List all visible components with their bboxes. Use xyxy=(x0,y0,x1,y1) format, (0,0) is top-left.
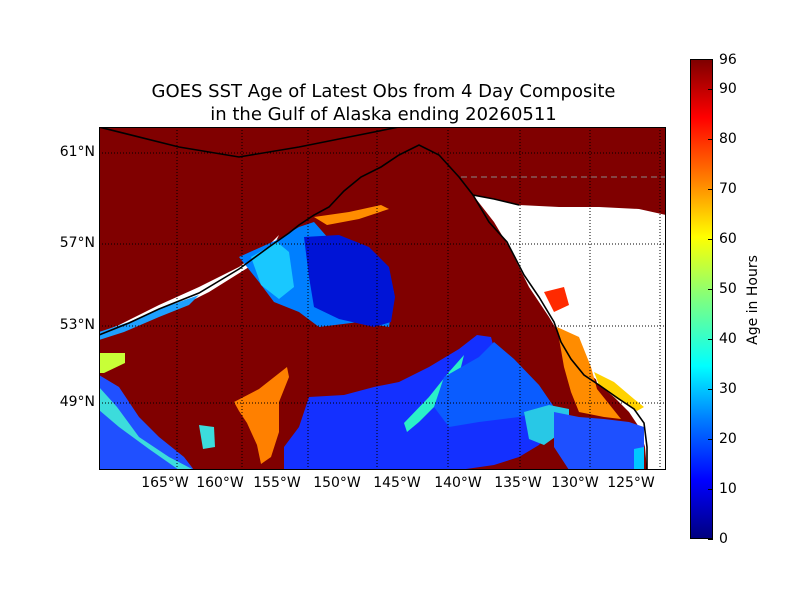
swath-sw-yellow xyxy=(99,353,125,373)
coastlines xyxy=(99,127,648,470)
swath-bc-red xyxy=(544,287,569,312)
swath-cook-orange xyxy=(314,205,389,225)
colorbar-tick-label: 60 xyxy=(719,231,737,247)
colorbar-tick-mark xyxy=(708,489,713,490)
colorbar-tick-mark xyxy=(708,139,713,140)
colorbar-label: Age in Hours xyxy=(745,255,761,345)
lat-label-61n: 61°N xyxy=(59,144,95,160)
colorbar-tick-mark xyxy=(708,189,713,190)
colorbar-tick-label: 40 xyxy=(719,331,737,347)
swath-teal-160w xyxy=(199,425,215,449)
swath-kodiak-cyan xyxy=(251,242,294,299)
colorbar-tick-mark xyxy=(708,89,713,90)
lon-label-140w: 140°W xyxy=(434,475,482,491)
colorbar-tick-label: 96 xyxy=(719,52,737,68)
lon-label-125w: 125°W xyxy=(607,475,655,491)
lon-label-130w: 130°W xyxy=(551,475,599,491)
colorbar-tick-mark xyxy=(708,389,713,390)
colorbar-tick-label: 10 xyxy=(719,481,737,497)
lon-label-160w: 160°W xyxy=(196,475,244,491)
lat-label-53n: 53°N xyxy=(59,317,95,333)
colorbar-tick-label: 80 xyxy=(719,131,737,147)
chart-subtitle: in the Gulf of Alaska ending 20260511 xyxy=(210,104,557,125)
lat-label-49n: 49°N xyxy=(59,394,95,410)
colorbar-tick-mark xyxy=(708,339,713,340)
swath-south-blue-mid xyxy=(434,342,554,427)
colorbar xyxy=(690,59,713,539)
land-ak-peninsula xyxy=(99,235,279,339)
lat-label-57n: 57°N xyxy=(59,235,95,251)
lon-label-145w: 145°W xyxy=(373,475,421,491)
colorbar-tick-mark xyxy=(708,539,713,540)
swath-peninsula-strip xyxy=(99,295,199,340)
swath-bc-yellow xyxy=(594,372,644,411)
colorbar-tick-mark xyxy=(708,439,713,440)
lon-label-155w: 155°W xyxy=(253,475,301,491)
gridlines xyxy=(99,127,666,470)
colorbar-tick-label: 0 xyxy=(719,531,728,547)
map-frame xyxy=(99,127,666,470)
swath-se-cyan xyxy=(634,447,644,470)
colorbar-tick-mark xyxy=(708,289,713,290)
swath-bc-orange xyxy=(557,327,621,419)
chart-title: GOES SST Age of Latest Obs from 4 Day Co… xyxy=(151,81,616,102)
colorbar-tick-label: 30 xyxy=(719,381,737,397)
sst-age-map xyxy=(99,127,666,470)
map-plot-area xyxy=(99,127,666,470)
swath-se-blue xyxy=(554,412,644,470)
colorbar-tick-label: 70 xyxy=(719,181,737,197)
colorbar-tick-label: 20 xyxy=(719,431,737,447)
swath-sw-blue xyxy=(99,375,194,470)
swath-central-blue xyxy=(304,235,395,327)
lon-label-150w: 150°W xyxy=(313,475,361,491)
colorbar-tick-mark xyxy=(708,239,713,240)
lon-label-165w: 165°W xyxy=(141,475,189,491)
colorbar-tick-label: 50 xyxy=(719,281,737,297)
swath-mid-orange xyxy=(234,367,289,464)
land-bc-mainland xyxy=(473,195,666,470)
lon-label-135w: 135°W xyxy=(494,475,542,491)
colorbar-tick-label: 90 xyxy=(719,81,737,97)
